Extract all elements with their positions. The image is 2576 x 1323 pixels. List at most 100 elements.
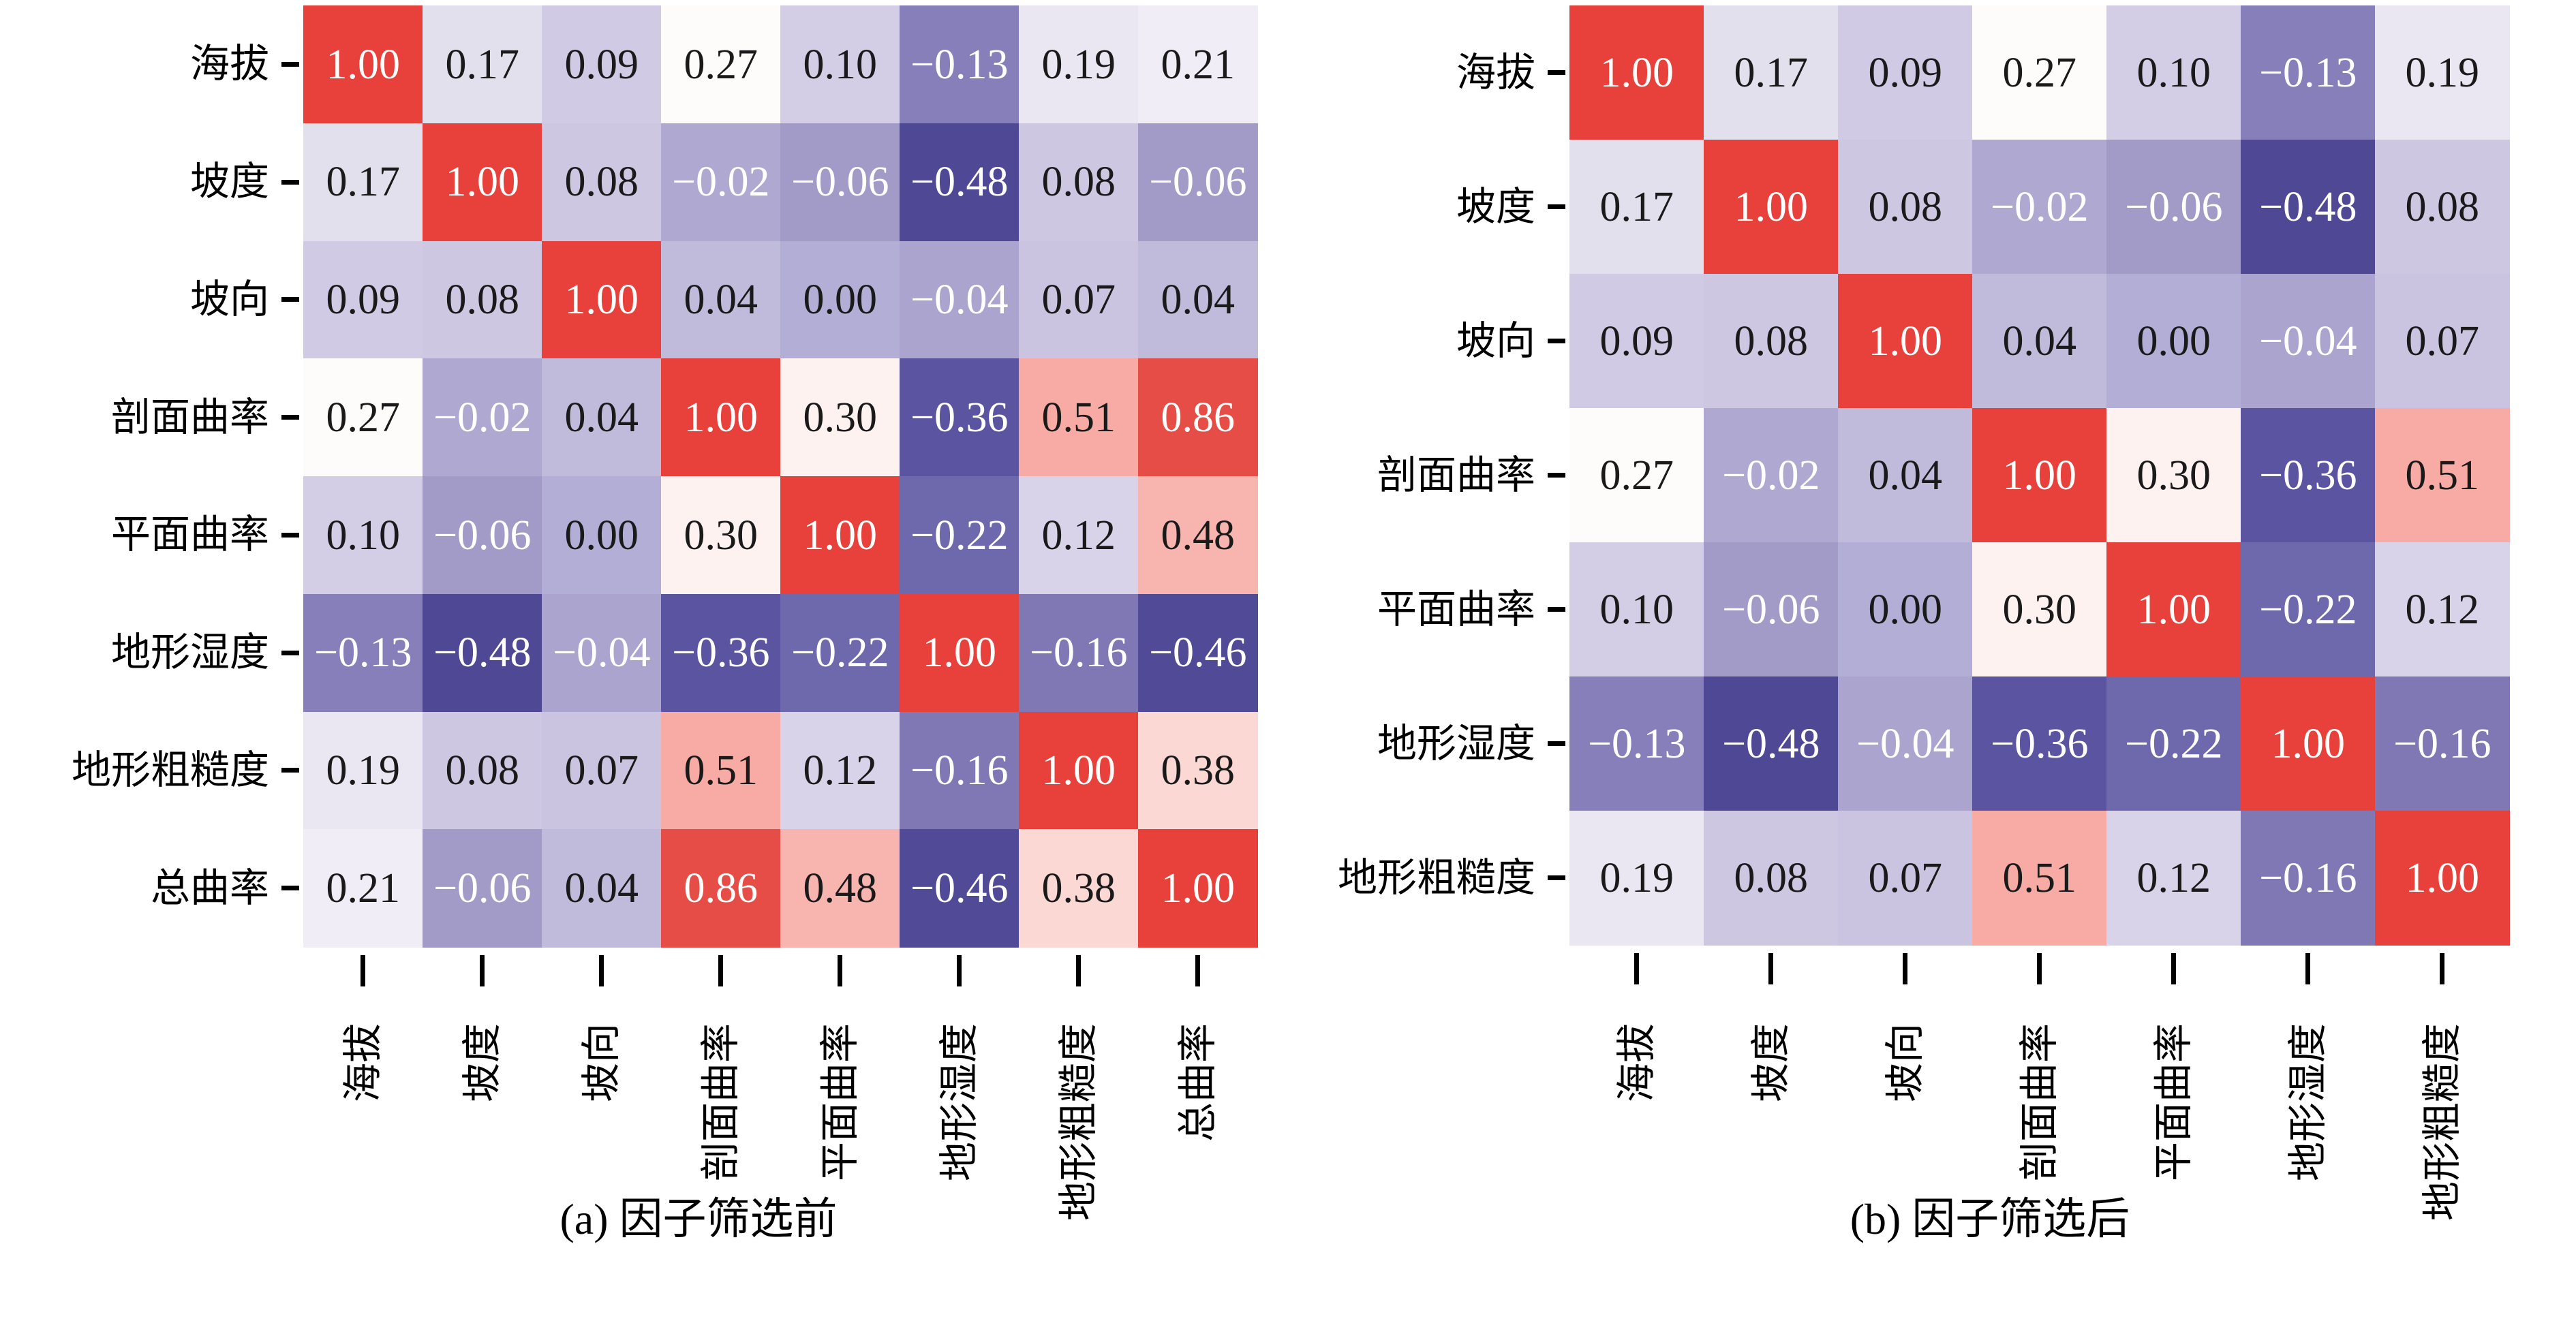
cell-value: −0.02 <box>1722 452 1820 499</box>
heatmap-cell: 0.12 <box>1019 476 1139 595</box>
cell-value: 0.21 <box>326 865 401 912</box>
heatmap-cell: −0.04 <box>542 593 662 713</box>
cell-value: −0.06 <box>2125 183 2223 230</box>
heatmap-cell: 0.38 <box>1138 711 1258 830</box>
heatmap-cell: −0.16 <box>2241 811 2376 946</box>
x-tick <box>480 955 485 986</box>
x-tick <box>718 955 723 986</box>
heatmap-cell: 0.17 <box>423 5 542 124</box>
col-label: 地形粗糙度 <box>1056 1023 1101 1221</box>
heatmap-cell: −0.06 <box>2106 140 2241 275</box>
cell-value: 0.30 <box>684 512 758 559</box>
heatmap-cell: 1.00 <box>303 5 423 124</box>
col-label: 平面曲率 <box>2151 1023 2196 1182</box>
row-label: 地形湿度 <box>110 630 269 675</box>
cell-value: −0.36 <box>1991 720 2089 767</box>
heatmap-cell: −0.04 <box>2241 274 2376 409</box>
cell-value: 0.86 <box>1161 394 1236 441</box>
row-label: 总曲率 <box>150 865 269 910</box>
row-label: 坡度 <box>189 159 269 204</box>
cell-value: 1.00 <box>2002 452 2077 499</box>
heatmap-cell: 1.00 <box>1704 140 1839 275</box>
row-label: 地形湿度 <box>1377 721 1535 766</box>
cell-value: −0.22 <box>2125 720 2223 767</box>
heatmap-cell: −0.36 <box>1972 676 2107 811</box>
heatmap-cell: −0.06 <box>1704 542 1839 677</box>
heatmap-cell: −0.02 <box>1704 408 1839 543</box>
cell-value: 0.09 <box>1868 49 1943 96</box>
cell-value: −0.06 <box>791 159 889 206</box>
row-label: 平面曲率 <box>110 512 269 557</box>
heatmap-cell: −0.16 <box>900 711 1019 830</box>
cell-value: 0.07 <box>2405 317 2480 364</box>
heatmap-cell: 1.00 <box>2375 811 2510 946</box>
cell-value: 1.00 <box>803 512 878 559</box>
heatmap-cell: 1.00 <box>423 123 542 242</box>
cell-value: 1.00 <box>326 41 401 88</box>
cell-value: −0.36 <box>910 394 1009 441</box>
y-tick <box>281 415 299 420</box>
cell-value: −0.02 <box>672 159 770 206</box>
heatmap-cell: 0.00 <box>1838 542 1973 677</box>
heatmap-cell: −0.16 <box>2375 676 2510 811</box>
heatmap-cell: 0.12 <box>780 711 900 830</box>
heatmap-cell: −0.22 <box>900 476 1019 595</box>
cell-value: −0.02 <box>433 394 532 441</box>
col-label: 总曲率 <box>1175 1023 1220 1142</box>
cell-value: −0.06 <box>1149 159 1247 206</box>
cell-value: −0.13 <box>1588 720 1686 767</box>
cell-value: 0.51 <box>1041 394 1116 441</box>
cell-value: 1.00 <box>1161 865 1236 912</box>
heatmap-cell: 0.38 <box>1019 829 1139 948</box>
heatmap-cell: −0.02 <box>661 123 781 242</box>
heatmap-cell: 0.07 <box>2375 274 2510 409</box>
heatmap-cell: 0.51 <box>661 711 781 830</box>
cell-value: 0.30 <box>2002 586 2077 633</box>
cell-value: 0.04 <box>564 394 639 441</box>
cell-value: 1.00 <box>2271 720 2346 767</box>
cell-value: 0.48 <box>803 865 878 912</box>
heatmap-cell: −0.48 <box>900 123 1019 242</box>
row-label: 地形粗糙度 <box>1337 855 1535 900</box>
x-tick <box>957 955 962 986</box>
cell-value: −0.22 <box>910 512 1009 559</box>
cell-value: −0.46 <box>910 865 1009 912</box>
heatmap-cell: 0.09 <box>303 240 423 359</box>
y-tick <box>1548 204 1565 209</box>
cell-value: 0.08 <box>1734 317 1809 364</box>
cell-value: 1.00 <box>1734 183 1809 230</box>
heatmap-cell: 0.04 <box>1138 240 1258 359</box>
cell-value: 0.00 <box>564 512 639 559</box>
cell-value: 0.38 <box>1041 865 1116 912</box>
heatmap-cell: 0.08 <box>1704 811 1839 946</box>
heatmap-cell: −0.16 <box>1019 593 1139 713</box>
col-label: 坡度 <box>459 1023 504 1103</box>
cell-value: 0.17 <box>1599 183 1674 230</box>
heatmap-cell: 0.04 <box>1972 274 2107 409</box>
cell-value: 0.10 <box>326 512 401 559</box>
cell-value: 0.19 <box>1041 41 1116 88</box>
cell-value: 0.19 <box>326 747 401 794</box>
heatmap-cell: 1.00 <box>1972 408 2107 543</box>
col-label: 地形粗糙度 <box>2419 1023 2464 1221</box>
heatmap-cell: −0.46 <box>1138 593 1258 713</box>
y-tick <box>1548 607 1565 612</box>
cell-value: 0.21 <box>1161 41 1236 88</box>
heatmap-cell: −0.06 <box>780 123 900 242</box>
heatmap-cell: 0.21 <box>303 829 423 948</box>
cell-value: −0.48 <box>433 629 532 676</box>
heatmap-cell: 0.51 <box>2375 408 2510 543</box>
x-tick <box>2440 953 2444 984</box>
cell-value: −0.48 <box>2259 183 2357 230</box>
heatmap-cell: −0.06 <box>1138 123 1258 242</box>
cell-value: −0.13 <box>910 41 1009 88</box>
cell-value: 0.08 <box>564 159 639 206</box>
cell-value: 0.08 <box>445 277 520 324</box>
cell-value: −0.16 <box>910 747 1009 794</box>
x-tick <box>838 955 842 986</box>
row-label: 平面曲率 <box>1377 587 1535 632</box>
col-label: 地形湿度 <box>2285 1023 2330 1182</box>
heatmap-cell: 0.08 <box>1704 274 1839 409</box>
heatmap-cell: 1.00 <box>2241 676 2376 811</box>
heatmap-cell: 0.10 <box>2106 5 2241 140</box>
